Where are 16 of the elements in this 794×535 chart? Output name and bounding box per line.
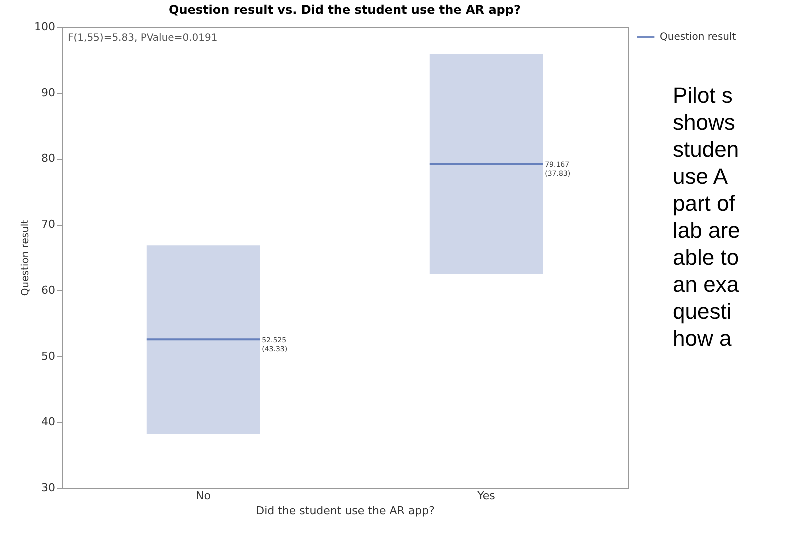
x-tick-label: Yes	[476, 490, 496, 502]
y-tick-label: 40	[42, 416, 56, 429]
legend-label: Question result	[660, 32, 736, 43]
y-tick-label: 50	[42, 350, 56, 363]
x-axis-title: Did the student use the AR app?	[256, 504, 436, 518]
y-tick-label: 30	[42, 482, 56, 494]
y-axis-title: Question result	[20, 220, 32, 296]
annotation: F(1,55)=5.83, PValue=0.0191	[68, 33, 218, 44]
y-tick-label: 90	[42, 86, 56, 100]
chart-title: Question result vs. Did the student use the AR app?	[169, 3, 521, 17]
y-tick-label: 100	[34, 20, 56, 34]
text: Pilot s shows studen use A part of lab are able to an exa questi how a	[673, 83, 740, 351]
y-tick-label: 70	[42, 218, 56, 232]
x-tick-label: No	[196, 490, 212, 502]
y-tick-label: 80	[42, 152, 56, 166]
y-tick-label: 60	[42, 284, 56, 297]
